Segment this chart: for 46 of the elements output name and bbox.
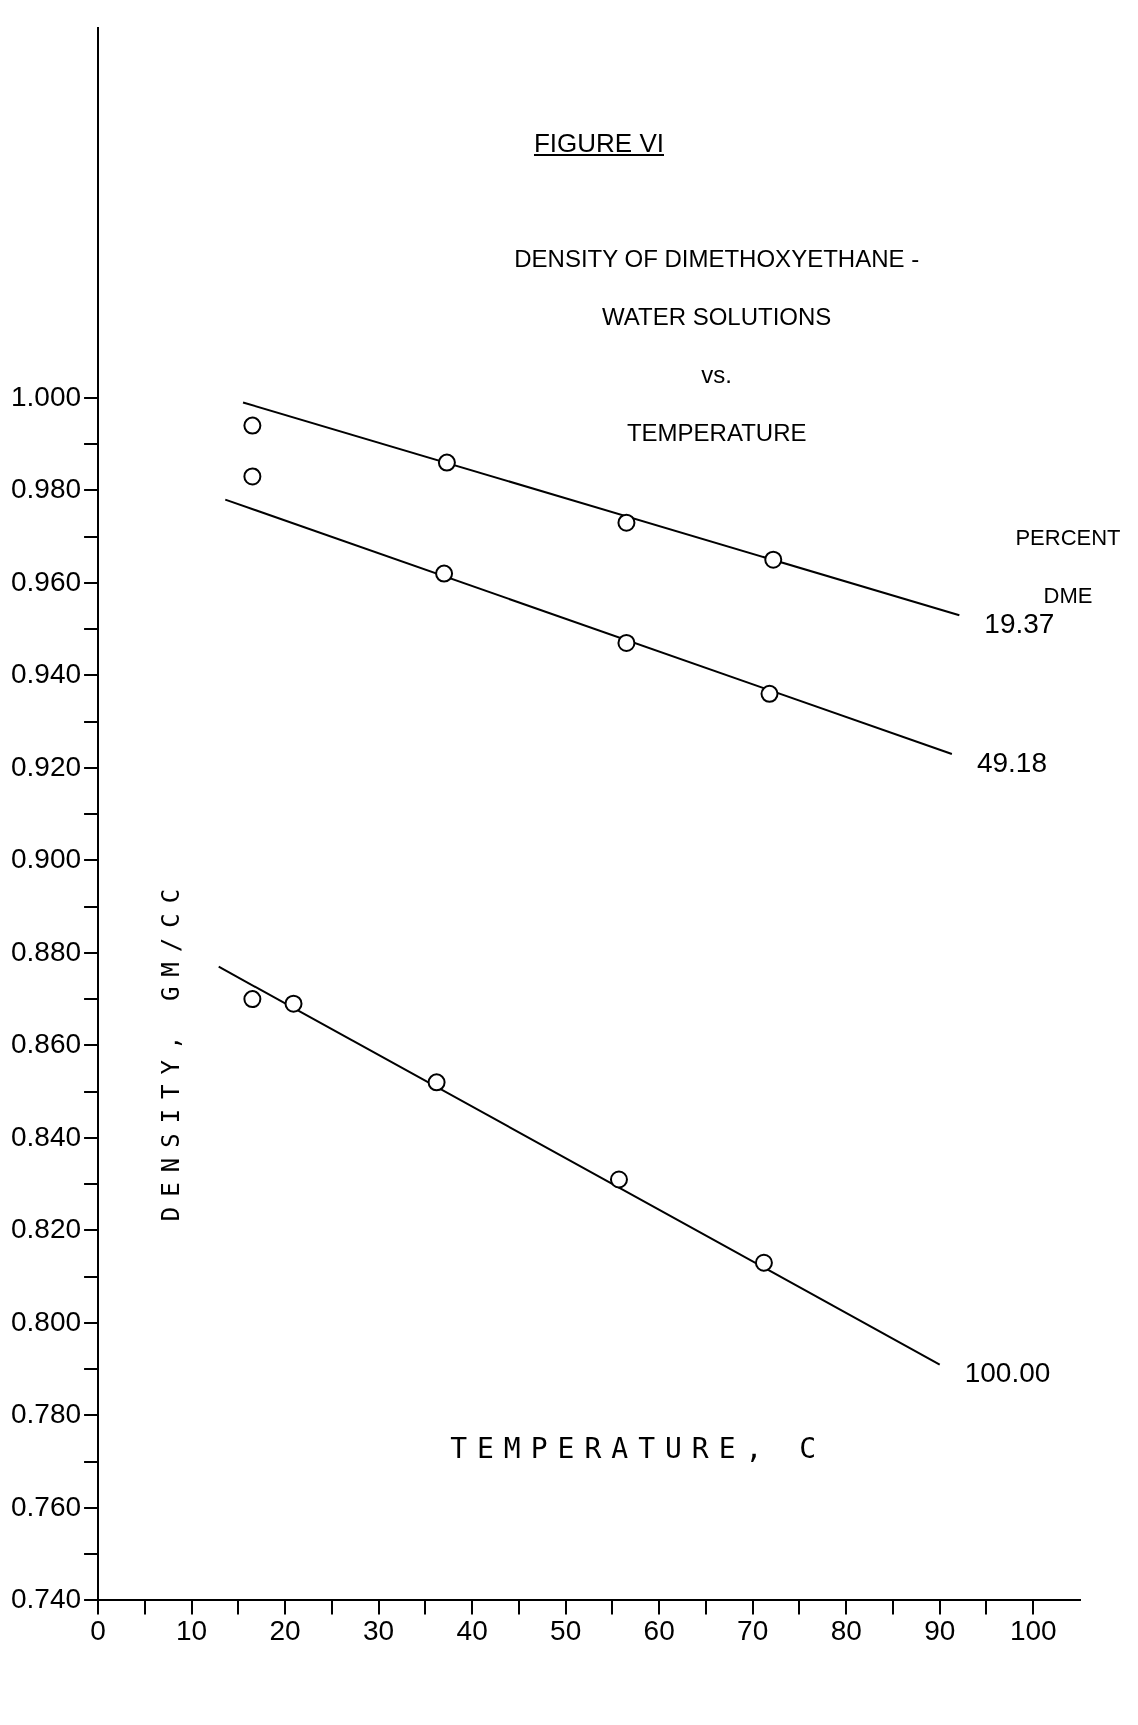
point: [243, 990, 262, 1009]
point: [243, 416, 262, 435]
series-label: 49.18: [976, 746, 1047, 778]
y-tick-label: 1.000: [10, 380, 82, 412]
point: [754, 1253, 773, 1272]
text: PERCENT DME: [1015, 525, 1121, 609]
x-tick-label: 90: [924, 1615, 956, 1647]
y-tick-label: 0.940: [10, 658, 82, 690]
x-tick-label: 10: [176, 1615, 208, 1647]
x-tick-label: 30: [363, 1615, 395, 1647]
x-tick-label: 0: [90, 1615, 106, 1647]
point: [617, 513, 636, 532]
y-tick-label: 0.880: [10, 935, 82, 967]
point: [284, 994, 303, 1013]
point: [427, 1073, 446, 1092]
point: [760, 684, 779, 703]
y-tick-label: 0.860: [10, 1028, 82, 1060]
y-tick-label: 0.980: [10, 473, 82, 505]
text: FIGURE VI: [533, 128, 664, 158]
x-tick-label: 70: [737, 1615, 769, 1647]
point: [435, 564, 454, 583]
y-tick-label: 0.800: [10, 1305, 82, 1337]
x-tick-label: 60: [643, 1615, 675, 1647]
y-tick-label: 0.960: [10, 565, 82, 597]
y-tick-label: 0.920: [10, 750, 82, 782]
y-tick-label: 0.840: [10, 1120, 82, 1152]
y-tick-label: 0.760: [10, 1490, 82, 1522]
y-tick-label: 0.820: [10, 1213, 82, 1245]
x-tick-label: 20: [269, 1615, 301, 1647]
y-axis-title: DENSITY, GM/CC: [157, 878, 186, 1222]
point: [437, 453, 456, 472]
text: DENSITY OF DIMETHOXYETHANE - WATER SOLUTIONS vs. TEMPERATURE: [514, 244, 920, 446]
x-tick-label: 100: [1009, 1615, 1057, 1647]
y-tick-label: 0.740: [10, 1583, 82, 1615]
series-label: 100.00: [964, 1357, 1051, 1389]
y-tick-label: 0.900: [10, 843, 82, 875]
point: [764, 550, 783, 569]
y-tick-label: 0.780: [10, 1398, 82, 1430]
x-tick-label: 80: [830, 1615, 862, 1647]
x-tick-label: 50: [550, 1615, 582, 1647]
series-label: 19.37: [984, 607, 1055, 639]
x-axis-title: TEMPERATURE, C: [450, 1432, 827, 1466]
point: [243, 467, 262, 486]
point: [617, 633, 636, 652]
point: [609, 1170, 628, 1189]
x-tick-label: 40: [456, 1615, 488, 1647]
